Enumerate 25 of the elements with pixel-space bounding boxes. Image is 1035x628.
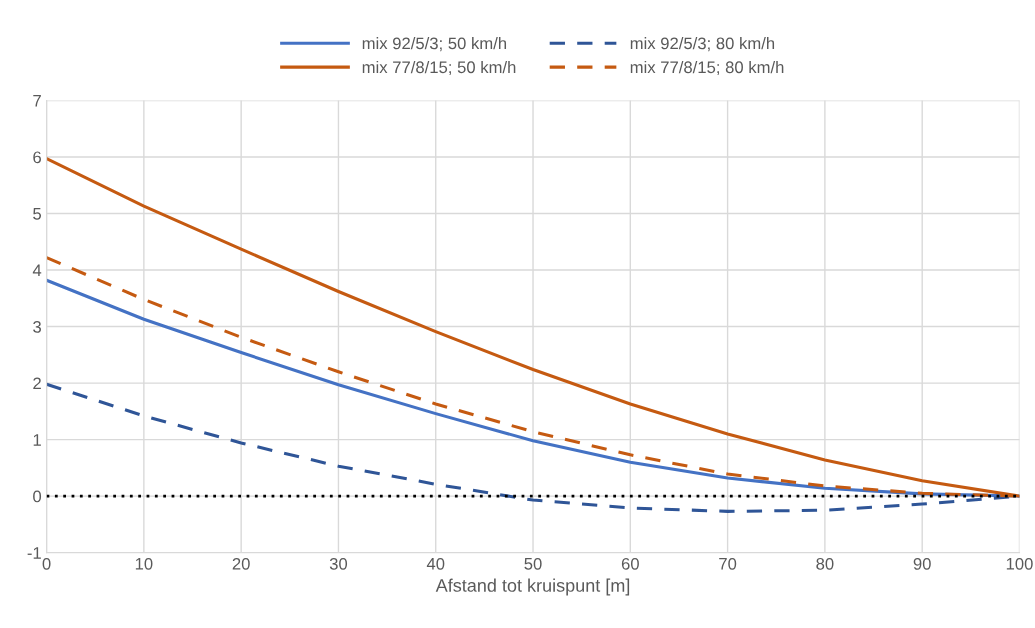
legend-label: mix 77/8/15; 80 km/h <box>630 60 784 76</box>
legend-label: mix 92/5/3; 80 km/h <box>630 37 775 52</box>
x-tick-label: 50 <box>524 557 542 570</box>
x-tick-label: 20 <box>232 557 250 570</box>
x-tick-label: 40 <box>426 557 445 570</box>
x-tick-label: 100 <box>1006 557 1033 570</box>
x-tick-label: 80 <box>816 557 834 570</box>
y-tick-label: 3 <box>33 320 41 333</box>
y-tick-label: 6 <box>33 151 41 164</box>
x-axis-title: Afstand tot kruispunt [m] <box>435 578 630 596</box>
x-tick-label: 0 <box>42 557 51 570</box>
y-tick-label: 0 <box>33 490 42 503</box>
y-tick-label: 7 <box>33 95 41 107</box>
x-tick-label: 10 <box>135 557 153 570</box>
x-tick-label: 90 <box>913 557 931 570</box>
y-tick-label: 2 <box>33 377 41 390</box>
x-tick-label: 60 <box>621 557 639 570</box>
x-tick-label: 70 <box>719 557 737 570</box>
y-tick-label: 5 <box>33 208 42 220</box>
legend-label: mix 77/8/15; 50 km/h <box>362 60 516 76</box>
legend-label: mix 92/5/3; 50 km/h <box>362 37 507 52</box>
y-tick-label: 4 <box>32 264 42 277</box>
x-tick-label: 30 <box>329 557 348 570</box>
y-tick-label: -1 <box>27 547 41 559</box>
y-tick-label: 1 <box>33 434 41 446</box>
